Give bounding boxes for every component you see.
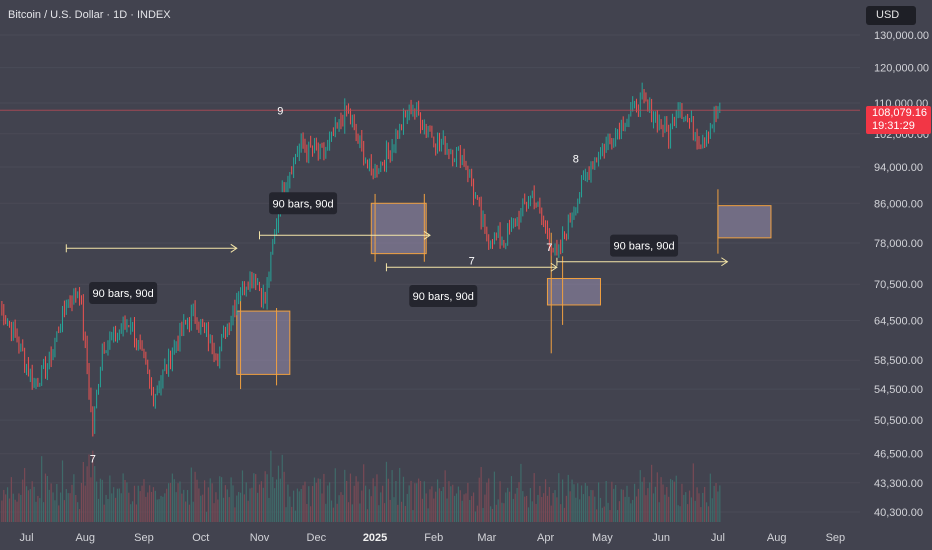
annotation-box xyxy=(610,234,679,257)
projection-arrow xyxy=(721,257,729,267)
chart-grid xyxy=(0,34,860,513)
x-tick-label: Sep xyxy=(826,532,846,544)
x-tick-label: Apr xyxy=(537,532,554,544)
wave-labels: 7 9 7 8 xyxy=(90,105,579,465)
y-tick-label: 58,500.00 xyxy=(874,355,923,367)
y-tick-label: 40,300.00 xyxy=(874,507,923,519)
projection-arrow xyxy=(230,243,238,253)
annotation-box xyxy=(89,281,158,304)
projection-lines: 7 xyxy=(65,230,729,272)
chart-title: Bitcoin / U.S. Dollar · 1D · INDEX xyxy=(8,9,171,21)
x-tick-label: Feb xyxy=(424,532,443,544)
x-tick-label: Aug xyxy=(767,532,787,544)
time-box xyxy=(370,202,427,255)
annotation-box xyxy=(269,192,338,215)
wave-label: 7 xyxy=(90,454,96,466)
time-box xyxy=(546,277,601,306)
x-tick-label: Mar xyxy=(477,532,496,544)
y-tick-label: 70,500.00 xyxy=(874,279,923,291)
x-tick-label: May xyxy=(592,532,613,544)
annotation-text: 90 bars, 90d xyxy=(613,241,674,253)
x-tick-label: Jul xyxy=(711,532,725,544)
projection-arrow xyxy=(550,262,558,272)
wave-label: 9 xyxy=(277,105,283,117)
time-box xyxy=(717,205,772,239)
x-tick-label: Jul xyxy=(19,532,33,544)
x-tick-label: Nov xyxy=(250,532,270,544)
x-tick-label: 2025 xyxy=(363,532,387,544)
annotation-text: 90 bars, 90d xyxy=(413,291,474,303)
currency-button[interactable]: USD xyxy=(866,6,916,25)
x-tick-label: Aug xyxy=(75,532,95,544)
wave-label: 7 xyxy=(546,242,552,254)
y-tick-label: 86,000.00 xyxy=(874,198,923,210)
last-price-tag: 108,079.16 19:31:29 xyxy=(866,106,931,134)
time-boxes xyxy=(236,189,772,390)
y-tick-label: 94,000.00 xyxy=(874,162,923,174)
last-price: 108,079.16 xyxy=(872,107,928,119)
y-tick-label: 50,500.00 xyxy=(874,415,923,427)
time-box xyxy=(236,310,291,375)
x-axis[interactable]: Jul Aug Sep Oct Nov Dec 2025 Feb Mar Apr May Jun Jul… xyxy=(19,532,845,544)
projection-label: 7 xyxy=(469,255,475,267)
y-tick-label: 43,300.00 xyxy=(874,478,923,490)
candlestick-series xyxy=(0,82,860,437)
annotation-box xyxy=(409,284,478,307)
wave-label: 8 xyxy=(573,154,579,166)
bar-countdown: 19:31:29 xyxy=(872,120,915,132)
y-tick-label: 46,500.00 xyxy=(874,449,923,461)
volume-bars xyxy=(1,450,721,522)
x-tick-label: Dec xyxy=(307,532,327,544)
x-tick-label: Jun xyxy=(652,532,670,544)
x-tick-label: Sep xyxy=(134,532,154,544)
annotation-text: 90 bars, 90d xyxy=(273,198,334,210)
y-tick-label: 78,000.00 xyxy=(874,238,923,250)
y-tick-label: 120,000.00 xyxy=(874,63,929,75)
y-axis[interactable]: 130,000.00120,000.00110,000.00102,000.00… xyxy=(874,30,929,519)
projection-arrow xyxy=(423,230,431,240)
chart-annotations: 90 bars, 90d 90 bars, 90d 90 bars, 90d 90 b… xyxy=(89,192,679,307)
y-tick-label: 64,500.00 xyxy=(874,315,923,327)
y-tick-label: 130,000.00 xyxy=(874,30,929,42)
annotation-text: 90 bars, 90d xyxy=(93,288,154,300)
x-tick-label: Oct xyxy=(192,532,209,544)
y-tick-label: 54,500.00 xyxy=(874,384,923,396)
